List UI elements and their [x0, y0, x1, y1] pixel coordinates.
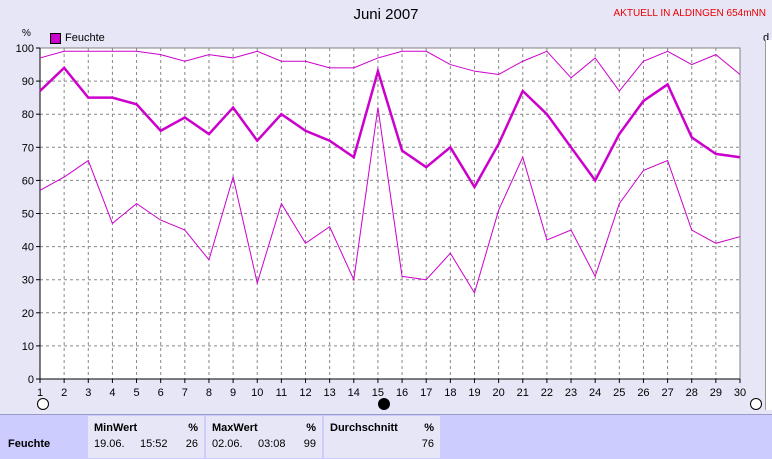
prev-month-button[interactable] [37, 398, 49, 410]
avg-header: Durchschnitt [330, 422, 398, 434]
legend: Feuchte [50, 32, 105, 44]
max-value: 99 [303, 438, 316, 450]
y-tick-label: 10 [22, 341, 34, 353]
next-month-button[interactable] [750, 398, 762, 410]
x-tick-label: 13 [324, 387, 336, 399]
avg-unit: % [424, 422, 434, 434]
y-axis-unit: % [22, 28, 31, 39]
y-tick-label: 70 [22, 142, 34, 154]
x-tick-label: 4 [109, 387, 115, 399]
x-tick-label: 15 [372, 387, 384, 399]
y-tick-label: 30 [22, 275, 34, 287]
x-tick-label: 21 [517, 387, 529, 399]
current-day-marker[interactable] [378, 398, 390, 410]
x-tick-label: 7 [182, 387, 188, 399]
x-tick-label: 24 [589, 387, 601, 399]
x-tick-label: 27 [661, 387, 673, 399]
series-line-maximum [39, 50, 741, 92]
y-tick-label: 40 [22, 242, 34, 254]
min-value-cell: MinWert % 19.06. 15:52 26 [88, 416, 204, 458]
max-time: 03:08 [258, 438, 286, 450]
live-station-link[interactable]: AKTUELL IN ALDINGEN 654mNN [613, 8, 766, 19]
y-tick-label: 80 [22, 109, 34, 121]
y-tick-label: 50 [22, 209, 34, 221]
legend-label: Feuchte [65, 32, 105, 44]
x-tick-label: 19 [468, 387, 480, 399]
x-tick-label: 2 [61, 387, 67, 399]
max-date: 02.06. [212, 438, 243, 450]
y-tick-label: 20 [22, 308, 34, 320]
x-tick-label: 8 [206, 387, 212, 399]
avg-value-cell: Durchschnitt % 76 [324, 416, 440, 458]
x-tick-label: 26 [637, 387, 649, 399]
series-line-minimum [39, 107, 741, 295]
x-tick-label: 23 [565, 387, 577, 399]
y-tick-label: 100 [16, 43, 34, 55]
chart-title: Juni 2007 [353, 6, 419, 23]
right-axis-label: d [763, 32, 770, 44]
series-line-average [39, 66, 741, 190]
x-tick-label: 10 [251, 387, 263, 399]
x-tick-label: 1 [37, 387, 43, 399]
x-tick-label: 9 [230, 387, 236, 399]
x-tick-label: 25 [613, 387, 625, 399]
vertical-scrollbar[interactable] [765, 40, 772, 410]
y-tick-label: 60 [22, 175, 34, 187]
x-tick-label: 17 [420, 387, 432, 399]
min-unit: % [188, 422, 198, 434]
x-tick-label: 29 [710, 387, 722, 399]
x-tick-label: 3 [85, 387, 91, 399]
max-header: MaxWert [212, 422, 258, 434]
x-tick-label: 5 [133, 387, 139, 399]
x-tick-label: 18 [444, 387, 456, 399]
x-tick-label: 22 [541, 387, 553, 399]
max-unit: % [306, 422, 316, 434]
x-tick-label: 6 [158, 387, 164, 399]
x-tick-label: 14 [348, 387, 360, 399]
x-tick-label: 12 [299, 387, 311, 399]
min-date: 19.06. [94, 438, 125, 450]
x-tick-label: 20 [492, 387, 504, 399]
avg-value: 76 [421, 438, 434, 450]
min-header: MinWert [94, 422, 138, 434]
x-tick-label: 16 [396, 387, 408, 399]
x-tick-label: 11 [276, 387, 287, 399]
min-value: 26 [185, 438, 198, 450]
y-tick-label: 90 [22, 76, 34, 88]
min-time: 15:52 [140, 438, 168, 450]
legend-swatch [50, 32, 61, 44]
x-tick-label: 28 [686, 387, 698, 399]
max-value-cell: MaxWert % 02.06. 03:08 99 [206, 416, 322, 458]
x-tick-label: 30 [734, 387, 746, 399]
y-tick-label: 0 [28, 374, 34, 386]
stats-row-label: Feuchte [8, 438, 51, 450]
